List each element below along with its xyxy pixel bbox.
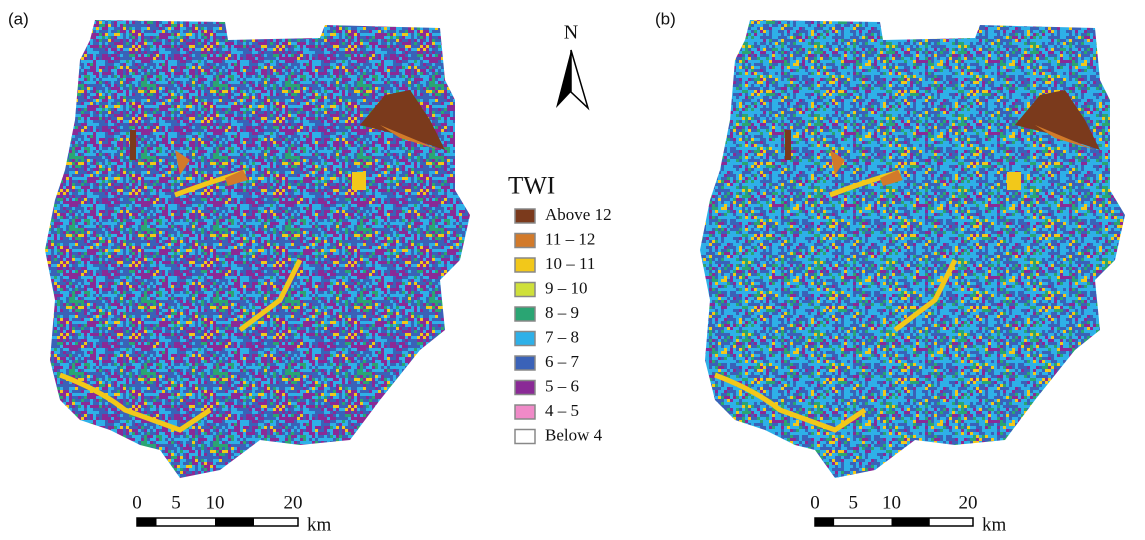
scale-segment	[137, 518, 157, 526]
panel-label: (b)	[655, 9, 676, 28]
scale-segment	[815, 518, 834, 526]
scale-label: 20	[959, 492, 978, 513]
map-a	[45, 20, 470, 478]
legend-label: 11 – 12	[545, 229, 595, 248]
scale-label: 5	[171, 492, 181, 513]
scale-label: 0	[132, 492, 142, 513]
wet-area	[785, 130, 791, 160]
legend-label: 5 – 6	[545, 376, 579, 395]
legend-swatch	[515, 258, 535, 272]
map-region	[45, 20, 470, 478]
panel-label: (a)	[8, 9, 29, 28]
scale-segment	[892, 518, 930, 526]
legend-label: Above 12	[545, 205, 612, 224]
north-label: N	[564, 22, 578, 44]
figure: (a) (b) N TWI Above 12 11 – 12 10 – 11 9 – …	[0, 0, 1145, 540]
scale-unit: km	[307, 514, 332, 535]
legend-swatch	[515, 332, 535, 346]
legend-swatch	[515, 381, 535, 395]
legend-label: 10 – 11	[545, 254, 595, 273]
wet-area	[352, 172, 366, 190]
scale-label: 10	[206, 492, 225, 513]
legend: Above 12 11 – 12 10 – 11 9 – 10 8 – 9 7 – 8 6 …	[515, 205, 612, 445]
legend-swatch	[515, 209, 535, 223]
legend-label: 4 – 5	[545, 401, 579, 420]
scale-label: 5	[849, 492, 859, 513]
wet-area	[1007, 172, 1021, 190]
scale-label: 10	[882, 492, 901, 513]
legend-swatch	[515, 234, 535, 248]
legend-swatch	[515, 283, 535, 297]
map-b	[700, 20, 1125, 478]
legend-title: TWI	[508, 173, 555, 200]
scale-label: 20	[284, 492, 303, 513]
scale-segment	[215, 518, 254, 526]
legend-label: 7 – 8	[545, 327, 579, 346]
legend-swatch	[515, 405, 535, 419]
legend-label: 6 – 7	[545, 352, 580, 371]
legend-swatch	[515, 430, 535, 444]
legend-label: 8 – 9	[545, 303, 579, 322]
legend-label: Below 4	[545, 425, 603, 444]
north-arrow	[556, 50, 588, 108]
scale-unit: km	[982, 514, 1007, 535]
map-region	[700, 20, 1125, 478]
scale-label: 0	[810, 492, 820, 513]
legend-swatch	[515, 356, 535, 370]
legend-swatch	[515, 307, 535, 321]
wet-area	[130, 130, 136, 160]
legend-label: 9 – 10	[545, 278, 588, 297]
